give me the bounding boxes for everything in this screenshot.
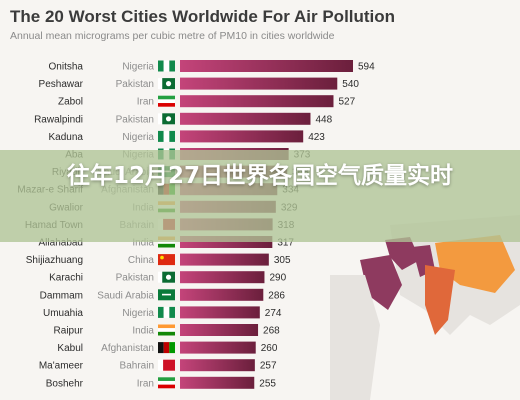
bar [180, 60, 353, 72]
value-label: 540 [342, 79, 359, 90]
bar [180, 130, 304, 143]
country-label: Iran [137, 378, 154, 389]
value-label: 255 [259, 378, 276, 389]
city-label: Shijiazhuang [26, 255, 83, 266]
map-region-iran [385, 237, 420, 270]
country-label: Pakistan [116, 273, 154, 284]
country-label: Nigeria [122, 308, 154, 319]
value-label: 317 [277, 238, 294, 249]
country-flag-icon [158, 359, 175, 371]
country-label: India [132, 238, 154, 249]
value-label: 423 [308, 132, 325, 143]
bar [180, 253, 269, 266]
world-map-illustration [330, 215, 520, 400]
city-label: Umuahia [43, 308, 83, 319]
value-label: 274 [265, 308, 282, 319]
country-label: Pakistan [116, 79, 154, 90]
value-label: 527 [338, 97, 355, 108]
value-label: 268 [263, 326, 280, 337]
value-label: 305 [274, 255, 291, 266]
value-label: 260 [261, 343, 278, 354]
chart-title: The 20 Worst Cities Worldwide For Air Po… [10, 7, 396, 26]
bar [180, 112, 311, 125]
country-label: India [132, 326, 154, 337]
country-label: Afghanistan [101, 343, 154, 354]
value-label: 448 [315, 114, 332, 125]
country-label: Pakistan [116, 114, 154, 125]
country-flag-icon [158, 342, 175, 354]
city-label: Allahabad [39, 238, 83, 249]
country-flag-icon [158, 60, 175, 72]
city-label: Boshehr [46, 378, 84, 389]
country-flag-icon [158, 78, 175, 90]
country-flag-icon [158, 377, 175, 389]
city-label: Raipur [54, 326, 84, 337]
city-label: Zabol [58, 97, 83, 108]
city-label: Ma'ameer [39, 361, 84, 372]
title-banner [0, 150, 520, 242]
bar [180, 271, 265, 284]
city-label: Rawalpindi [34, 114, 83, 125]
bar [180, 95, 334, 108]
country-label: Nigeria [122, 62, 154, 73]
country-flag-icon [158, 254, 175, 266]
bar [180, 376, 255, 389]
value-label: 257 [260, 361, 277, 372]
city-label: Peshawar [39, 79, 84, 90]
map-region-africa [330, 275, 380, 400]
country-label: Bahrain [120, 361, 154, 372]
banner-title: 往年12月27日世界各国空气质量实时 [66, 163, 453, 189]
country-label: China [128, 255, 155, 266]
map-region-india [425, 265, 455, 335]
bar [180, 77, 338, 90]
bar [180, 306, 260, 319]
map-region-china [435, 235, 515, 293]
value-label: 290 [269, 273, 286, 284]
value-label: 286 [268, 290, 285, 301]
city-label: Karachi [49, 273, 83, 284]
country-flag-icon [158, 324, 175, 336]
chart-subtitle: Annual mean micrograms per cubic metre o… [10, 30, 335, 42]
city-label: Onitsha [49, 62, 84, 73]
country-flag-icon [158, 306, 175, 318]
city-label: Kabul [57, 343, 83, 354]
value-label: 594 [358, 62, 375, 73]
city-label: Dammam [40, 290, 83, 301]
country-label: Saudi Arabia [97, 290, 154, 301]
country-label: Iran [137, 97, 154, 108]
country-flag-icon [158, 95, 175, 107]
bar [180, 324, 259, 336]
city-label: Kaduna [49, 132, 84, 143]
country-flag-icon [158, 130, 175, 142]
country-flag-icon [158, 289, 175, 301]
country-label: Nigeria [122, 132, 154, 143]
bar [180, 359, 255, 372]
country-flag-icon [158, 113, 175, 125]
country-flag-icon [158, 271, 175, 283]
bar [180, 341, 256, 354]
bar [180, 288, 264, 301]
